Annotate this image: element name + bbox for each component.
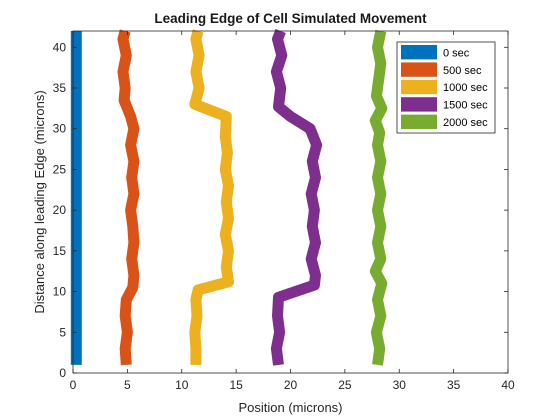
y-tick-label: 30: [53, 122, 67, 136]
legend-swatch-1: [401, 62, 437, 77]
y-tick-label: 20: [53, 203, 67, 217]
x-tick-label: 0: [70, 378, 77, 392]
y-axis-ticks: 0 5 10 15 20 25 30 35 40: [53, 40, 508, 380]
y-tick-label: 15: [53, 244, 67, 258]
x-tick-label: 10: [175, 378, 189, 392]
x-tick-label: 20: [284, 378, 298, 392]
x-tick-label: 25: [338, 378, 352, 392]
x-tick-label: 5: [124, 378, 131, 392]
legend-swatch-4: [401, 114, 437, 129]
x-tick-label: 35: [447, 378, 461, 392]
legend-label-4: 2000 sec: [443, 117, 488, 129]
series-line-4: [369, 29, 388, 366]
x-tick-label: 15: [229, 378, 243, 392]
legend-label-1: 500 sec: [443, 65, 482, 77]
legend-swatch-2: [401, 79, 437, 95]
legend-label-2: 1000 sec: [443, 82, 488, 94]
y-tick-label: 40: [53, 40, 67, 54]
y-axis-label: Distance along leading Edge (microns): [32, 90, 47, 313]
series-line-3: [270, 28, 323, 366]
x-axis-label: Position (microns): [238, 400, 342, 415]
y-tick-label: 10: [53, 285, 67, 299]
legend-label-3: 1500 sec: [443, 100, 488, 112]
y-tick-label: 25: [53, 162, 67, 176]
legend: 0 sec 500 sec 1000 sec 1500 sec 2000 sec: [396, 41, 496, 134]
x-axis-ticks: 0 5 10 15 20 25 30 35 40: [70, 31, 515, 392]
y-tick-label: 0: [59, 366, 66, 380]
series-line-1: [117, 29, 140, 366]
y-tick-label: 35: [53, 81, 67, 95]
y-tick-label: 5: [59, 325, 66, 339]
chart-title: Leading Edge of Cell Simulated Movement: [154, 11, 427, 26]
x-tick-label: 40: [501, 378, 515, 392]
series-line-2: [189, 29, 234, 365]
legend-label-0: 0 sec: [443, 47, 470, 59]
series-layer: [70, 28, 388, 366]
legend-swatch-3: [401, 97, 437, 112]
legend-swatch-0: [401, 45, 437, 60]
x-tick-label: 30: [393, 378, 407, 392]
